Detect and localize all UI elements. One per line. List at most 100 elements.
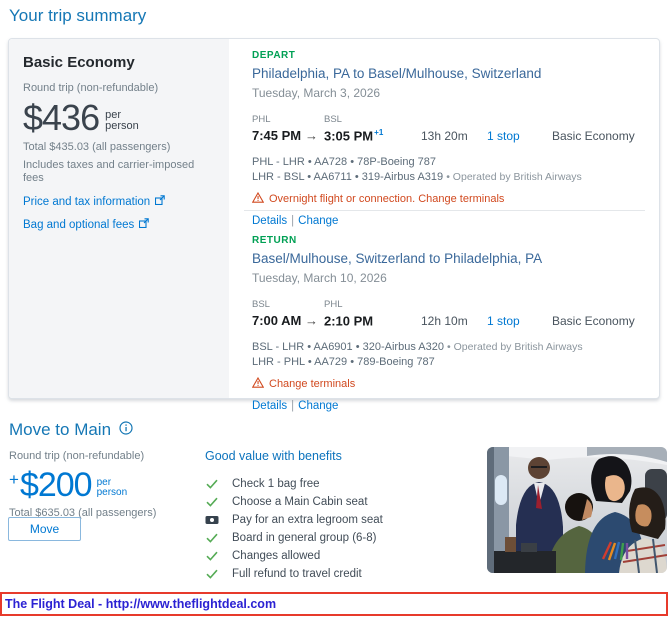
trip-summary-card: Basic Economy Round trip (non-refundable…	[8, 38, 660, 412]
upgrade-price: + $200 per person	[9, 468, 199, 502]
fare-price-panel: Basic Economy Round trip (non-refundable…	[9, 39, 229, 398]
external-link-icon	[139, 218, 150, 231]
move-button[interactable]: Move	[8, 517, 81, 541]
plus-sign: +	[9, 470, 19, 489]
depart-links: Details | Change	[252, 215, 339, 227]
depart-slice: DEPART Philadelphia, PA to Basel/Mulhous…	[251, 50, 645, 227]
depart-route-title: Philadelphia, PA to Basel/Mulhouse, Swit…	[252, 66, 542, 81]
return-times-row: 7:00 AM → 2:10 PM 12h 10m 1 stop Basic E…	[252, 313, 645, 330]
benefit-label: Choose a Main Cabin seat	[232, 496, 368, 508]
per-person-label: per person	[105, 109, 139, 132]
details-link[interactable]: Details	[252, 215, 288, 227]
warning-icon	[251, 376, 265, 391]
dest-code: BSL	[324, 114, 342, 125]
trip-type-label: Round trip (non-refundable)	[9, 450, 145, 462]
depart-warning: Overnight flight or connection. Change t…	[251, 191, 645, 206]
price: $436 per person	[23, 100, 215, 136]
fare-name: Basic Economy	[23, 54, 135, 71]
arrive-time: 2:10 PM	[324, 313, 374, 329]
origin-code: PHL	[252, 114, 271, 125]
segment-line: LHR - PHL • AA729 • 789-Boeing 787	[252, 356, 435, 368]
per-person-label: per person	[96, 477, 128, 498]
bag-optional-fees-link[interactable]: Bag and optional fees	[23, 218, 215, 231]
warning-icon	[251, 191, 265, 206]
origin-code: BSL	[252, 299, 270, 310]
money-icon	[205, 515, 219, 525]
benefit-label: Changes allowed	[232, 550, 321, 562]
benefit-item: Choose a Main Cabin seat	[205, 493, 475, 511]
return-label: RETURN	[252, 235, 297, 246]
check-icon	[205, 569, 219, 579]
depart-time: 7:45 PM	[252, 128, 302, 143]
benefit-label: Board in general group (6-8)	[232, 532, 377, 544]
return-date: Tuesday, March 10, 2026	[252, 271, 387, 285]
price-tax-info-label: Price and tax information	[23, 195, 151, 208]
day-offset-badge: +1	[374, 128, 384, 137]
benefit-label: Check 1 bag free	[232, 478, 320, 490]
bag-fees-label: Bag and optional fees	[23, 218, 135, 231]
slice-divider	[244, 210, 645, 211]
benefits-heading: Good value with benefits	[205, 449, 342, 463]
benefit-item: Check 1 bag free	[205, 475, 475, 493]
price-tax-info-link[interactable]: Price and tax information	[23, 195, 215, 208]
depart-date: Tuesday, March 3, 2026	[252, 86, 381, 100]
check-icon	[205, 551, 219, 561]
details-link[interactable]: Details	[252, 400, 288, 412]
flight-deal-text: The Flight Deal - http://www.theflightde…	[5, 597, 277, 611]
duration: 13h 20m	[421, 129, 468, 143]
depart-time: 7:00 AM	[252, 313, 302, 328]
flight-deal-banner: The Flight Deal - http://www.theflightde…	[0, 592, 668, 616]
external-link-icon	[155, 195, 165, 208]
return-links: Details | Change	[252, 400, 339, 412]
return-slice: RETURN Basel/Mulhouse, Switzerland to Ph…	[251, 235, 645, 412]
move-to-main-pricing: Round trip (non-refundable) + $200 per pe…	[9, 450, 199, 520]
change-link[interactable]: Change	[298, 400, 339, 412]
upgrade-total-line: Total $635.03 (all passengers)	[9, 507, 157, 519]
duration: 12h 10m	[421, 314, 468, 328]
stops-link[interactable]: 1 stop	[487, 129, 520, 143]
segment-line: BSL - LHR • AA6901 • 320-Airbus A320 • O…	[252, 341, 583, 353]
check-icon	[205, 533, 219, 543]
warning-text: Overnight flight or connection. Change t…	[269, 193, 505, 205]
return-airport-codes: BSL PHL	[252, 299, 645, 310]
benefit-item: Changes allowed	[205, 547, 475, 565]
arrow-icon: →	[305, 128, 318, 143]
benefit-item: Full refund to travel credit	[205, 565, 475, 583]
check-icon	[205, 479, 219, 489]
total-price-line: Total $435.03 (all passengers)	[23, 141, 171, 153]
cabin-photo-illustration	[487, 447, 667, 573]
depart-times-row: 7:45 PM → 3:05 PM+1 13h 20m 1 stop Basic…	[252, 128, 645, 145]
return-warning: Change terminals	[251, 376, 645, 391]
dest-code: PHL	[324, 299, 343, 310]
upgrade-amount: $200	[19, 466, 93, 504]
move-to-main-title: Move to Main	[9, 420, 112, 439]
return-route-title: Basel/Mulhouse, Switzerland to Philadelp…	[252, 251, 543, 266]
segment-line: PHL - LHR • AA728 • 78P-Boeing 787	[252, 156, 437, 168]
benefit-item: Pay for an extra legroom seat	[205, 511, 475, 529]
cabin-label: Basic Economy	[552, 129, 635, 143]
page-title: Your trip summary	[9, 6, 147, 25]
depart-airport-codes: PHL BSL	[252, 114, 645, 125]
move-to-main-heading: Move to Main	[9, 420, 133, 440]
check-icon	[205, 497, 219, 507]
return-segments: BSL - LHR • AA6901 • 320-Airbus A320 • O…	[252, 340, 645, 370]
depart-segments: PHL - LHR • AA728 • 78P-Boeing 787 LHR -…	[252, 155, 645, 185]
depart-label: DEPART	[252, 50, 296, 61]
benefits-list: Good value with benefits Check 1 bag fre…	[205, 449, 475, 583]
fees-note: Includes taxes and carrier-imposed fees	[23, 159, 195, 184]
warning-text: Change terminals	[269, 378, 356, 390]
arrow-icon: →	[305, 313, 318, 328]
trip-type-label: Round trip (non-refundable)	[23, 82, 159, 94]
benefit-label: Pay for an extra legroom seat	[232, 514, 383, 526]
cabin-label: Basic Economy	[552, 314, 635, 328]
price-amount: $436	[23, 97, 100, 138]
change-link[interactable]: Change	[298, 215, 339, 227]
benefit-item: Board in general group (6-8)	[205, 529, 475, 547]
arrive-time: 3:05 PM+1	[324, 128, 384, 144]
segment-line: LHR - BSL • AA6711 • 319-Airbus A319 • O…	[252, 171, 582, 183]
stops-link[interactable]: 1 stop	[487, 314, 520, 328]
benefit-label: Full refund to travel credit	[232, 568, 362, 580]
info-icon[interactable]	[119, 420, 133, 440]
flight-details-panel: DEPART Philadelphia, PA to Basel/Mulhous…	[230, 39, 659, 412]
